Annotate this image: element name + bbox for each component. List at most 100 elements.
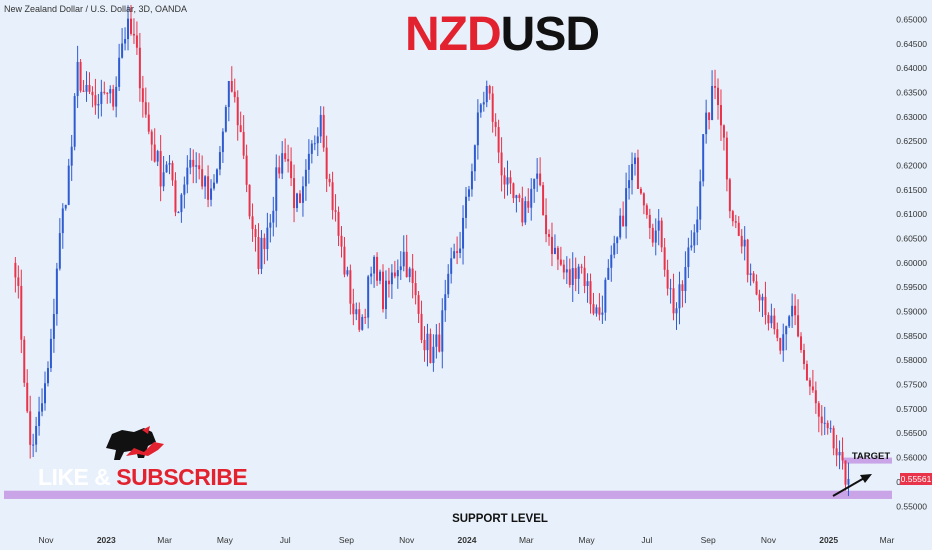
candle-body	[112, 89, 115, 107]
candle-body	[562, 264, 565, 273]
candle-body	[743, 239, 746, 247]
candle-body	[298, 193, 301, 203]
symbol-title-part1: NZD	[405, 8, 502, 61]
candle-body	[213, 182, 216, 189]
x-tick-label: Nov	[399, 535, 415, 545]
subscribe-text: SUBSCRIBE	[116, 464, 248, 490]
candle-body	[548, 234, 551, 237]
candle-body	[734, 221, 737, 223]
candle-body	[168, 163, 171, 165]
bull-trend-swoosh	[126, 442, 164, 456]
candle-body	[174, 180, 177, 213]
chart-header-title: New Zealand Dollar / U.S. Dollar, 3D, OA…	[4, 4, 188, 14]
candle-body	[628, 180, 631, 189]
candle-body	[55, 268, 58, 315]
candle-body	[728, 179, 731, 212]
y-tick-label: 0.59000	[896, 307, 927, 317]
candle-body	[165, 164, 168, 173]
candle-body	[245, 155, 248, 185]
candle-body	[696, 219, 699, 233]
y-tick-label: 0.57000	[896, 404, 927, 414]
candle-body	[491, 93, 494, 122]
candle-body	[693, 232, 696, 246]
candle-body	[150, 131, 153, 145]
candle-body	[319, 114, 322, 137]
candle-body	[67, 165, 70, 205]
candle-body	[488, 86, 491, 94]
candle-body	[820, 416, 823, 424]
candle-body	[293, 178, 296, 209]
candle-body	[85, 84, 88, 92]
candles	[14, 4, 850, 497]
candle-body	[14, 262, 17, 278]
candle-body	[76, 61, 79, 97]
candle-body	[423, 339, 426, 351]
candle-body	[272, 210, 275, 223]
candle-body	[580, 266, 583, 268]
candle-body	[556, 247, 559, 260]
candle-body	[811, 386, 814, 391]
y-tick-label: 0.58000	[896, 355, 927, 365]
candle-body	[405, 251, 408, 278]
candle-body	[20, 285, 23, 340]
x-tick-label: 2023	[97, 535, 116, 545]
candle-body	[595, 307, 598, 314]
candle-body	[761, 296, 764, 301]
candle-body	[156, 151, 159, 162]
candle-body	[91, 91, 94, 96]
candle-body	[731, 211, 734, 222]
candle-body	[334, 210, 337, 212]
x-tick-label: May	[579, 535, 596, 545]
candle-body	[426, 333, 429, 351]
candle-body	[251, 216, 254, 230]
candle-body	[396, 270, 399, 277]
candle-body	[263, 237, 266, 250]
y-tick-label: 0.57500	[896, 380, 927, 390]
x-tick-label: 2024	[458, 535, 477, 545]
candle-body	[177, 212, 180, 214]
candle-body	[838, 451, 841, 456]
candle-body	[88, 84, 91, 92]
candle-body	[521, 198, 524, 223]
candle-body	[613, 243, 616, 255]
bull-horn	[142, 426, 150, 434]
candle-body	[583, 267, 586, 287]
candle-body	[533, 178, 536, 189]
candle-body	[189, 159, 192, 168]
candle-body	[17, 277, 20, 286]
candle-body	[44, 383, 47, 404]
candle-body	[438, 334, 441, 352]
candle-body	[476, 112, 479, 146]
candle-body	[782, 334, 785, 351]
candle-body	[450, 258, 453, 274]
candle-body	[260, 237, 263, 269]
candle-body	[684, 267, 687, 292]
candle-body	[266, 227, 269, 250]
candle-body	[207, 176, 210, 200]
candle-body	[198, 165, 201, 170]
candle-body	[420, 313, 423, 340]
candle-body	[767, 314, 770, 324]
candle-body	[138, 47, 141, 89]
symbol-title-part2: USD	[500, 8, 600, 61]
candle-body	[346, 270, 349, 275]
candle-body	[364, 316, 367, 318]
target-zone	[843, 457, 892, 464]
candle-body	[473, 145, 476, 172]
candle-body	[681, 284, 684, 292]
candle-body	[654, 230, 657, 243]
candle-body	[358, 309, 361, 330]
candle-body	[660, 220, 663, 248]
candle-body	[233, 91, 236, 98]
candle-body	[408, 268, 411, 278]
y-tick-label: 0.60000	[896, 258, 927, 268]
candle-body	[73, 96, 76, 147]
candle-body	[574, 268, 577, 279]
candle-body	[201, 169, 204, 187]
candle-body	[290, 161, 293, 179]
candle-body	[823, 422, 826, 424]
candle-body	[826, 422, 829, 429]
candle-body	[500, 152, 503, 176]
candle-body	[367, 276, 370, 318]
candle-body	[103, 91, 106, 93]
